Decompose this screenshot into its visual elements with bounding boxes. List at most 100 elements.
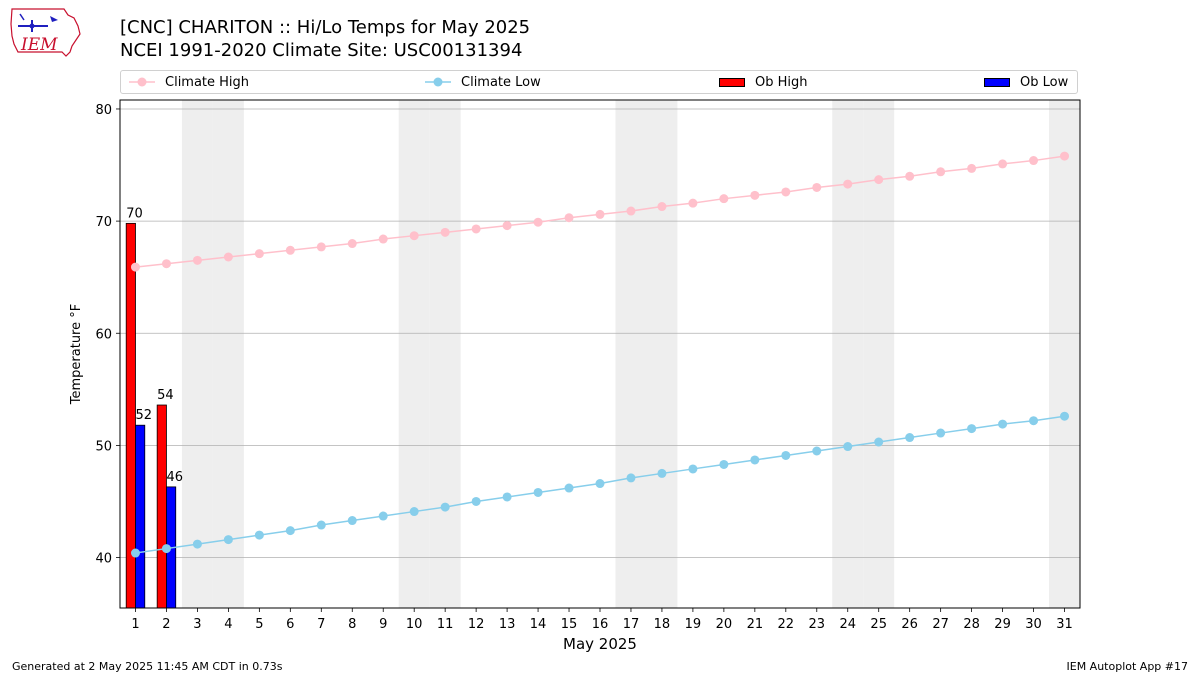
climate-low-point <box>502 492 512 502</box>
x-tick-label: 10 <box>406 617 423 632</box>
ob-high-bar <box>156 404 167 609</box>
climate-low-point <box>688 464 698 474</box>
weekend-shade <box>398 100 430 608</box>
climate-low-point <box>1029 416 1039 426</box>
climate-low-point <box>874 437 884 447</box>
climate-high-point <box>812 182 822 192</box>
x-tick-label: 8 <box>348 617 356 632</box>
legend-marker-climate-high <box>129 77 155 87</box>
climate-low-point <box>471 496 481 506</box>
climate-high-point <box>378 234 388 244</box>
x-tick-label: 14 <box>530 617 547 632</box>
climate-low-point <box>626 473 636 483</box>
legend-label: Ob Low <box>1020 74 1069 90</box>
weekend-shade <box>181 100 213 608</box>
climate-low-point <box>595 479 605 489</box>
weekend-shade <box>429 100 461 608</box>
x-tick-label: 31 <box>1056 617 1073 632</box>
y-tick-label: 70 <box>95 215 112 230</box>
y-tick-label: 40 <box>95 552 112 567</box>
footer-app-text: IEM Autoplot App #17 <box>1066 660 1189 673</box>
climate-low-point <box>347 516 357 526</box>
x-tick-label: 29 <box>994 617 1011 632</box>
climate-low-point <box>564 483 574 493</box>
climate-high-point <box>316 242 326 252</box>
climate-high-point <box>502 221 512 231</box>
weekend-shade <box>832 100 864 608</box>
legend-marker-climate-low <box>425 77 451 87</box>
chart-subtitle: NCEI 1991-2020 Climate Site: USC00131394 <box>120 40 523 61</box>
y-axis-label: Temperature °F <box>69 304 84 405</box>
climate-low-point <box>192 539 202 549</box>
x-tick-label: 11 <box>437 617 454 632</box>
climate-high-point <box>254 249 264 259</box>
weekend-shade <box>615 100 647 608</box>
ob-low-bar <box>135 424 146 609</box>
x-tick-label: 19 <box>685 617 702 632</box>
plot-frame <box>119 99 1081 609</box>
climate-low-point <box>936 428 946 438</box>
x-tick-label: 16 <box>592 617 609 632</box>
climate-high-point <box>657 202 667 212</box>
climate-high-point <box>533 217 543 227</box>
y-tick-label: 80 <box>95 103 112 118</box>
climate-low-point <box>750 455 760 465</box>
climate-high-point <box>905 171 915 181</box>
climate-low-point <box>1060 411 1070 421</box>
climate-high-point <box>998 159 1008 169</box>
weekend-shade <box>212 100 244 608</box>
legend-label: Climate Low <box>461 74 541 90</box>
chart-title: [CNC] CHARITON :: Hi/Lo Temps for May 20… <box>120 17 531 38</box>
climate-high-point <box>347 239 357 249</box>
climate-low-point <box>657 468 667 478</box>
climate-low-point <box>719 459 729 469</box>
climate-low-point <box>254 530 264 540</box>
x-tick-label: 26 <box>901 617 918 632</box>
y-tick-label: 60 <box>95 327 112 342</box>
climate-low-point <box>843 442 853 452</box>
climate-high-point <box>409 231 419 241</box>
climate-high-point <box>192 255 202 265</box>
x-tick-label: 23 <box>809 617 826 632</box>
climate-high-point <box>1029 156 1039 166</box>
x-tick-label: 2 <box>162 617 170 632</box>
climate-high-point <box>781 187 791 197</box>
climate-high-point <box>626 206 636 216</box>
x-tick-label: 4 <box>224 617 232 632</box>
climate-low-point <box>905 433 915 443</box>
climate-low-point <box>409 507 419 517</box>
legend-swatch-ob-low <box>984 77 1010 87</box>
x-tick-label: 25 <box>870 617 887 632</box>
x-tick-label: 1 <box>131 617 139 632</box>
weekend-shade <box>863 100 895 608</box>
climate-low-point <box>130 548 140 558</box>
legend: Climate High Climate Low Ob High Ob Low <box>120 70 1078 94</box>
climate-high-point <box>223 252 233 262</box>
legend-item-ob-high: Ob High <box>719 71 808 93</box>
x-tick-label: 30 <box>1025 617 1042 632</box>
x-tick-label: 13 <box>499 617 516 632</box>
ob-low-label: 46 <box>166 470 183 485</box>
climate-high-point <box>719 194 729 204</box>
climate-high-point <box>874 175 884 185</box>
x-tick-label: 7 <box>317 617 325 632</box>
climate-low-point <box>781 450 791 460</box>
x-tick-label: 5 <box>255 617 263 632</box>
x-tick-label: 28 <box>963 617 980 632</box>
x-axis-label: May 2025 <box>563 635 637 653</box>
ob-high-label: 54 <box>157 388 174 403</box>
legend-item-ob-low: Ob Low <box>984 71 1068 93</box>
legend-label: Climate High <box>165 74 250 90</box>
legend-label: Ob High <box>755 74 808 90</box>
x-tick-label: 17 <box>623 617 640 632</box>
climate-high-point <box>161 259 171 269</box>
x-tick-label: 18 <box>654 617 671 632</box>
climate-low-point <box>812 446 822 456</box>
climate-low-point <box>998 419 1008 429</box>
footer-generated-text: Generated at 2 May 2025 11:45 AM CDT in … <box>12 660 283 673</box>
legend-item-climate-high: Climate High <box>129 71 249 93</box>
x-tick-label: 27 <box>932 617 949 632</box>
climate-high-point <box>564 213 574 223</box>
climate-low-point <box>440 502 450 512</box>
